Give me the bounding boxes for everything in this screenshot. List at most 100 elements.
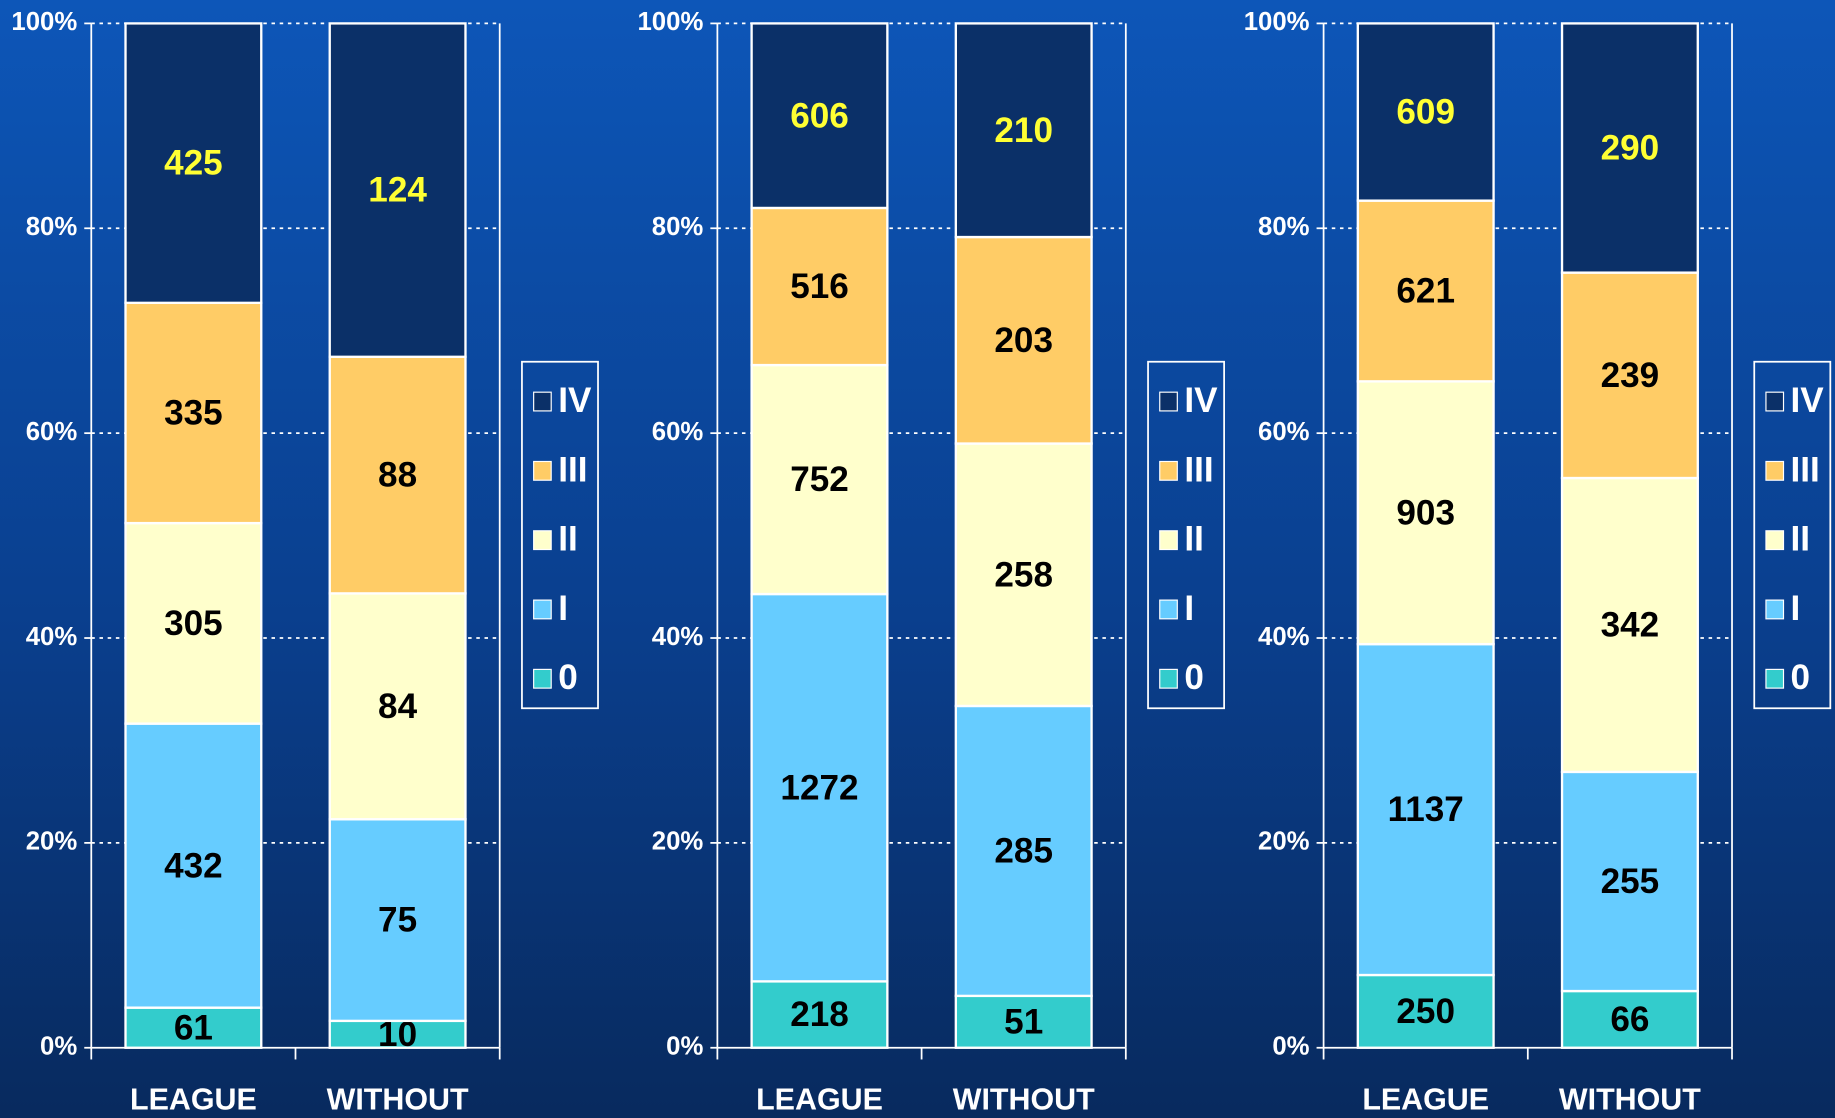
data-label: 285 <box>994 832 1053 871</box>
data-label: 258 <box>994 555 1053 594</box>
bar-segment <box>328 355 467 595</box>
bar-segment <box>1356 642 1495 977</box>
legend-label: 0 <box>1791 658 1811 697</box>
data-label: 752 <box>790 460 849 499</box>
bar-segment <box>328 1019 467 1049</box>
bar-segment <box>750 206 889 367</box>
bar-segment <box>750 22 889 210</box>
y-tick-label: 60% <box>1258 418 1310 446</box>
y-tick-label: 20% <box>26 828 78 856</box>
y-tick-label: 0% <box>666 1033 703 1061</box>
y-tick-label: 20% <box>652 828 704 856</box>
bar-segment <box>1560 22 1699 274</box>
legend-label: I <box>558 589 568 628</box>
bar-segment <box>124 22 263 305</box>
data-label: 51 <box>1004 1002 1043 1041</box>
legend-swatch <box>1765 668 1785 689</box>
bar-segment <box>750 592 889 983</box>
bar-segment <box>954 704 1093 998</box>
y-tick-label: 60% <box>652 418 704 446</box>
legend-box <box>521 360 599 710</box>
data-label: 1137 <box>1388 790 1464 829</box>
legend-label: 0 <box>558 658 578 697</box>
x-tick-label: WITHOUT <box>953 1083 1095 1117</box>
bar-segment <box>954 22 1093 239</box>
y-tick-label: 60% <box>26 418 78 446</box>
legend-label: III <box>558 450 587 489</box>
legend-label: IV <box>1184 381 1218 420</box>
bar-segment <box>1356 22 1495 202</box>
data-label: 1272 <box>780 768 858 807</box>
legend-label: I <box>1791 589 1801 628</box>
data-label: 425 <box>164 144 223 183</box>
legend-swatch <box>533 599 552 620</box>
data-label: 609 <box>1396 93 1455 132</box>
y-tick-label: 100% <box>637 8 703 36</box>
legend-swatch <box>1159 530 1178 551</box>
y-tick-label: 40% <box>1258 623 1310 651</box>
legend-box <box>1753 360 1832 710</box>
legend-swatch <box>533 460 552 481</box>
bar-segment <box>124 301 263 525</box>
legend-label: II <box>1791 520 1811 559</box>
x-tick-label: WITHOUT <box>327 1083 469 1117</box>
y-tick-label: 0% <box>1272 1033 1309 1061</box>
data-label: 305 <box>164 604 223 643</box>
x-tick-label: LEAGUE <box>130 1083 257 1117</box>
data-label: 218 <box>790 995 849 1034</box>
x-tick-label: WITHOUT <box>1559 1083 1701 1117</box>
legend-swatch <box>533 391 552 412</box>
legend-label: IV <box>1791 381 1825 420</box>
data-label: 75 <box>378 901 417 940</box>
legend-swatch <box>1159 391 1178 412</box>
data-label: 432 <box>164 846 223 885</box>
data-label: 621 <box>1396 272 1455 311</box>
bar-segment <box>328 818 467 1023</box>
legend-box <box>1147 360 1225 710</box>
bar-segment <box>1560 989 1699 1049</box>
data-label: 255 <box>1601 862 1660 901</box>
data-label: 210 <box>994 111 1053 150</box>
legend-label: 0 <box>1184 658 1204 697</box>
legend-swatch <box>533 530 552 551</box>
legend-label: I <box>1184 589 1194 628</box>
bar-segment <box>124 722 263 1009</box>
y-tick-label: 80% <box>1258 213 1310 241</box>
legend-swatch <box>1765 460 1785 481</box>
data-label: 239 <box>1601 356 1660 395</box>
legend-label: III <box>1184 450 1213 489</box>
data-label: 84 <box>378 687 418 726</box>
data-label: 606 <box>790 96 849 135</box>
legend-swatch <box>1159 668 1178 689</box>
legend-swatch <box>533 668 552 689</box>
data-label: 290 <box>1601 129 1660 168</box>
legend-label: II <box>558 520 578 559</box>
legend-swatch <box>1765 599 1785 620</box>
legend-label: II <box>1184 520 1204 559</box>
y-tick-label: 100% <box>11 8 77 36</box>
legend-swatch <box>1765 391 1785 412</box>
legend-swatch <box>1159 599 1178 620</box>
y-tick-label: 20% <box>1258 828 1310 856</box>
bar-segment <box>750 980 889 1049</box>
legend-label: IV <box>558 381 592 420</box>
bar-segment <box>1560 770 1699 993</box>
bar-segment <box>1560 476 1699 774</box>
data-label: 88 <box>378 456 417 495</box>
y-tick-label: 80% <box>652 213 704 241</box>
y-tick-label: 40% <box>26 623 78 651</box>
bar-segment <box>328 22 467 358</box>
data-label: 61 <box>174 1008 213 1047</box>
data-label: 203 <box>994 321 1053 360</box>
data-label: 342 <box>1601 606 1660 645</box>
data-label: 516 <box>790 267 849 306</box>
data-label: 124 <box>368 171 427 210</box>
data-label: 66 <box>1610 1000 1649 1039</box>
legend-label: III <box>1791 450 1820 489</box>
bar-segment <box>750 363 889 596</box>
data-label: 335 <box>164 394 223 433</box>
bar-segment <box>954 235 1093 445</box>
